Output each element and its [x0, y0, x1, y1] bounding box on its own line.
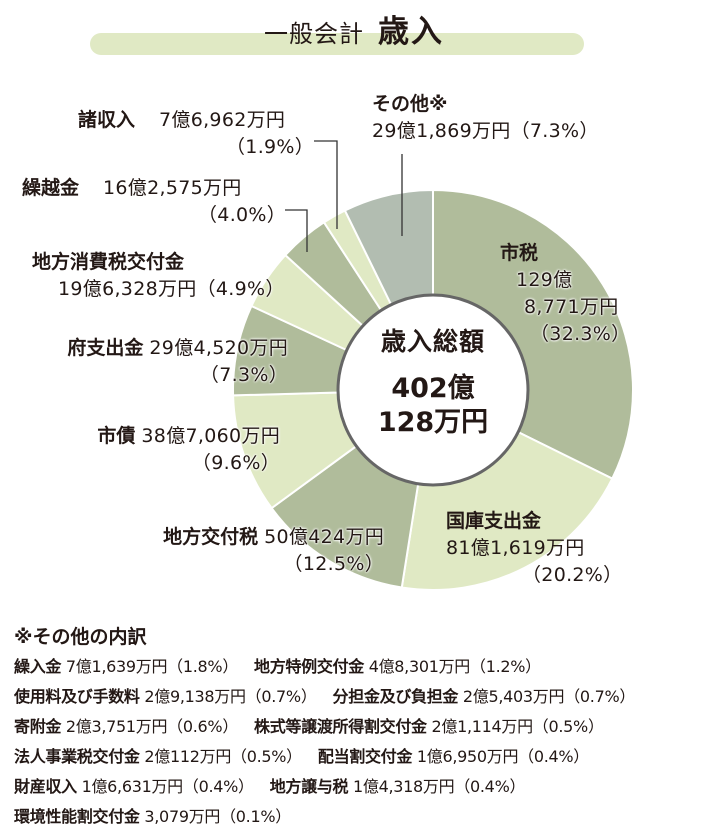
label-percent: （20.2%） [522, 564, 623, 586]
item-value: 2億5,403万円（0.7%） [458, 687, 636, 706]
other-breakdown-item: 財産収入 1億6,631万円（0.4%） [14, 777, 254, 796]
label-shizei: 市税 129億 8,771万円 （32.3%） [500, 240, 630, 348]
label-name: その他※ [372, 93, 448, 115]
label-chihou-koufuzei: 地方交付税 50億424万円 （12.5%） [128, 524, 384, 578]
other-breakdown-item: 株式等譲渡所得割交付金 2億1,114万円（0.5%） [254, 717, 604, 736]
other-breakdown-item: 分担金及び負担金 2億5,403万円（0.7%） [333, 687, 636, 706]
other-breakdown-item: 地方譲与税 1億4,318万円（0.4%） [269, 777, 526, 796]
other-breakdown-item: 使用料及び手数料 2億9,138万円（0.7%） [14, 687, 317, 706]
item-value: 2億9,138万円（0.7%） [139, 687, 317, 706]
other-breakdown-title: ※その他の内訳 [14, 626, 147, 648]
center-circle [336, 293, 530, 487]
item-name: 寄附金 [14, 717, 62, 736]
item-name: 配当割交付金 [317, 747, 413, 766]
label-name: 国庫支出金 [446, 510, 542, 532]
other-breakdown: ※その他の内訳 繰入金 7億1,639万円（1.8%） 地方特例交付金 4億8,3… [14, 622, 708, 832]
item-name: 法人事業税交付金 [14, 747, 140, 766]
label-percent: （32.3%） [530, 323, 631, 345]
label-amount: 50億424万円 [264, 526, 384, 548]
label-kokko: 国庫支出金 81億1,619万円 （20.2%） [446, 508, 622, 589]
other-breakdown-item: 法人事業税交付金 2億112万円（0.5%） [14, 747, 302, 766]
other-breakdown-row: 繰入金 7億1,639万円（1.8%） 地方特例交付金 4億8,301万円（1.2… [14, 652, 708, 682]
title-main: 歳入 [378, 14, 444, 50]
other-breakdown-row: 使用料及び手数料 2億9,138万円（0.7%） 分担金及び負担金 2億5,403… [14, 682, 708, 712]
label-amount: 7億6,962万円 [159, 109, 286, 131]
center-value-line1: 402億 [391, 373, 475, 404]
other-breakdown-row: 環境性能割交付金 3,079万円（0.1%） [14, 802, 708, 832]
title-bar [90, 33, 584, 55]
label-shoshuunyuu: 諸収入 7億6,962万円 （1.9%） [78, 107, 314, 161]
label-amount: 29億1,869万円（7.3%） [372, 120, 599, 142]
label-percent: （4.0%） [198, 204, 287, 226]
label-kurikoshi: 繰越金 16億2,575万円 （4.0%） [22, 175, 286, 229]
label-percent: （1.9%） [226, 136, 315, 158]
other-breakdown-item: 繰入金 7億1,639万円（1.8%） [14, 657, 238, 676]
item-value: 1億6,631万円（0.4%） [76, 777, 254, 796]
other-breakdown-row: 法人事業税交付金 2億112万円（0.5%） 配当割交付金 1億6,950万円（0… [14, 742, 708, 772]
item-name: 分担金及び負担金 [332, 687, 459, 706]
item-name: 地方特例交付金 [254, 657, 364, 676]
other-breakdown-row: 財産収入 1億6,631万円（0.4%） 地方譲与税 1億4,318万円（0.4%… [14, 772, 708, 802]
item-name: 使用料及び手数料 [14, 687, 140, 706]
label-fushishutsu: 府支出金 29億4,520万円 （7.3%） [20, 335, 288, 389]
label-name: 市税 [500, 242, 539, 264]
item-name: 地方譲与税 [269, 777, 349, 796]
label-name: 諸収入 [78, 109, 136, 131]
label-amount: 8,771万円 [524, 296, 619, 318]
label-percent: （12.5%） [283, 553, 384, 575]
label-percent: （9.6%） [191, 452, 280, 474]
page-title: 一般会計 歳入 [0, 6, 708, 51]
title-subtitle: 一般会計 [264, 20, 364, 48]
item-value: 1億4,318万円（0.4%） [348, 777, 526, 796]
center-total-value: 402億 128万円 [338, 372, 528, 440]
label-amount: 129億 [516, 269, 573, 291]
other-breakdown-item: 寄附金 2億3,751万円（0.6%） [14, 717, 238, 736]
label-shisai: 市債 38億7,060万円 （9.6%） [40, 423, 280, 477]
label-sonota: その他※ 29億1,869万円（7.3%） [372, 91, 599, 145]
item-name: 繰入金 [14, 657, 62, 676]
label-shouhizei: 地方消費税交付金 19億6,328万円（4.9%） [32, 249, 285, 303]
label-amount: 16億2,575万円 [103, 177, 242, 199]
item-value: 4億8,301万円（1.2%） [363, 657, 541, 676]
item-name: 環境性能割交付金 [14, 807, 140, 826]
label-amount: 29億4,520万円 [149, 337, 288, 359]
label-amount: 38億7,060万円 [141, 425, 280, 447]
label-amount: 19億6,328万円（4.9%） [58, 278, 285, 300]
item-value: 3,079万円（0.1%） [139, 807, 291, 826]
label-name: 市債 [97, 425, 136, 447]
label-amount: 81億1,619万円 [446, 537, 585, 559]
label-name: 地方交付税 [163, 526, 259, 548]
label-percent: （7.3%） [199, 364, 288, 386]
label-name: 地方消費税交付金 [32, 251, 185, 273]
item-name: 株式等譲渡所得割交付金 [254, 717, 427, 736]
center-value-line2: 128万円 [377, 407, 489, 438]
leader-line-kurikoshi [285, 209, 308, 252]
other-breakdown-item: 配当割交付金 1億6,950万円（0.4%） [318, 747, 589, 766]
other-breakdown-item: 地方特例交付金 4億8,301万円（1.2%） [254, 657, 541, 676]
item-value: 1億6,950万円（0.4%） [412, 747, 589, 766]
label-name: 府支出金 [67, 337, 144, 359]
other-breakdown-item: 環境性能割交付金 3,079万円（0.1%） [14, 807, 291, 826]
item-value: 2億112万円（0.5%） [139, 747, 302, 766]
item-value: 7億1,639万円（1.8%） [61, 657, 239, 676]
item-value: 2億3,751万円（0.6%） [61, 717, 239, 736]
other-breakdown-rows: 繰入金 7億1,639万円（1.8%） 地方特例交付金 4億8,301万円（1.2… [14, 652, 708, 832]
item-name: 財産収入 [14, 777, 77, 796]
center-total-label: 歳入総額 [380, 327, 485, 356]
leader-line-shoshuunyuu [314, 140, 338, 229]
label-name: 繰越金 [22, 177, 80, 199]
other-breakdown-row: 寄附金 2億3,751万円（0.6%） 株式等譲渡所得割交付金 2億1,114万円… [14, 712, 708, 742]
item-value: 2億1,114万円（0.5%） [426, 717, 604, 736]
